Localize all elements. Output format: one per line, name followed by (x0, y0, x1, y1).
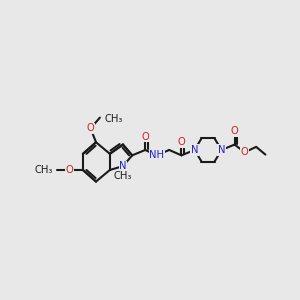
Text: NH: NH (149, 150, 164, 160)
Text: CH₃: CH₃ (104, 114, 123, 124)
Text: CH₃: CH₃ (34, 165, 53, 175)
Text: O: O (66, 165, 74, 175)
Text: N: N (218, 145, 225, 155)
Text: O: O (178, 137, 185, 147)
Text: O: O (231, 127, 239, 136)
Text: O: O (241, 147, 248, 157)
Text: CH₃: CH₃ (114, 171, 132, 181)
Text: O: O (141, 132, 149, 142)
Text: N: N (119, 161, 127, 171)
Text: N: N (191, 145, 198, 155)
Text: O: O (87, 123, 94, 134)
